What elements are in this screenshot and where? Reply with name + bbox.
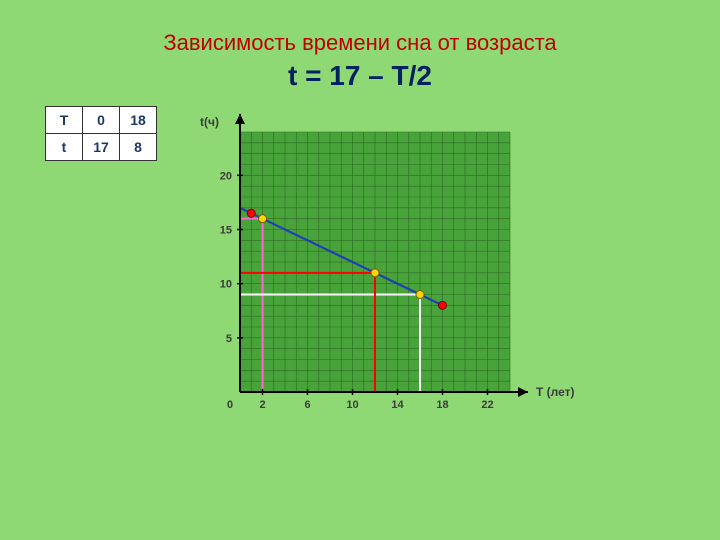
y-axis-arrow-icon <box>235 114 245 124</box>
table-cell: t <box>46 134 83 161</box>
table-cell: 17 <box>83 134 120 161</box>
data-point <box>439 301 447 309</box>
x-tick-label: 22 <box>481 399 493 411</box>
table-row: t 17 8 <box>46 134 157 161</box>
title-line1: Зависимость времени сна от возраста <box>0 30 720 56</box>
x-axis-arrow-icon <box>518 387 528 397</box>
x-tick-label: 14 <box>391 399 404 411</box>
table-row: T 0 18 <box>46 107 157 134</box>
x-tick-label: 18 <box>436 399 448 411</box>
data-point <box>416 291 424 299</box>
x-tick-label: 10 <box>346 399 358 411</box>
y-axis-label: t(ч) <box>200 115 219 129</box>
data-point <box>247 209 255 217</box>
table-cell: 18 <box>120 107 157 134</box>
x-tick-label: 6 <box>304 399 310 411</box>
origin-label: 0 <box>227 399 233 411</box>
y-tick-label: 10 <box>220 279 232 291</box>
table-cell: 8 <box>120 134 157 161</box>
data-point <box>259 215 267 223</box>
chart: 261014182251015200Т (лет)t(ч) <box>180 102 550 462</box>
table-cell: T <box>46 107 83 134</box>
x-axis-label: Т (лет) <box>536 385 575 399</box>
x-tick-label: 2 <box>259 399 265 411</box>
y-tick-label: 5 <box>226 333 232 345</box>
title-line2: t = 17 – T/2 <box>0 60 720 92</box>
y-tick-label: 15 <box>220 225 232 237</box>
data-point <box>371 269 379 277</box>
y-tick-label: 20 <box>220 170 232 182</box>
table-cell: 0 <box>83 107 120 134</box>
data-table: T 0 18 t 17 8 <box>45 106 157 161</box>
